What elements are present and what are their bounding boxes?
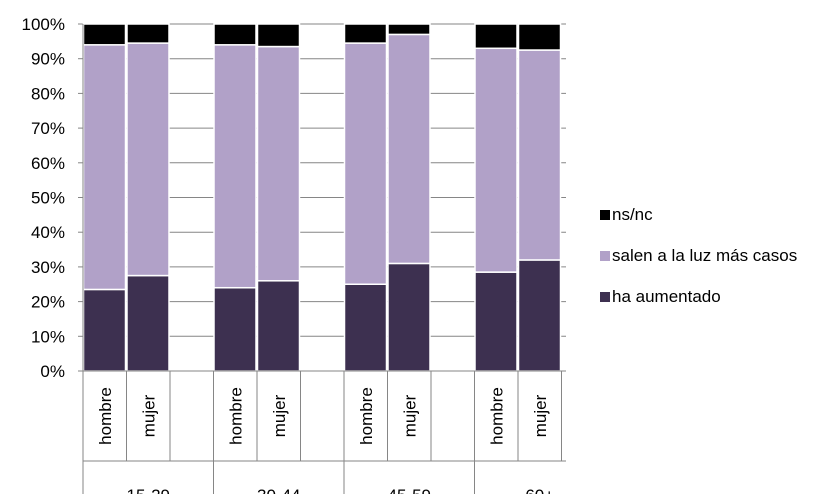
- bar-segment: [387, 33, 431, 265]
- x-category-label: hombre: [226, 387, 245, 445]
- x-category-label: mujer: [270, 394, 289, 437]
- bar-segment: [213, 286, 257, 372]
- y-tick-label: 30%: [31, 258, 65, 277]
- x-category-label: hombre: [487, 387, 506, 445]
- bar-segment: [474, 47, 518, 273]
- x-category-label: mujer: [139, 394, 158, 437]
- bar-segment: [126, 23, 170, 44]
- x-group-label: 60+: [525, 486, 554, 494]
- bar-segment: [474, 271, 518, 372]
- y-tick-label: 40%: [31, 223, 65, 242]
- bar-segment: [256, 45, 301, 282]
- y-tick-label: 70%: [31, 119, 65, 138]
- legend-label: ns/nc: [612, 205, 653, 224]
- bar-segment: [82, 288, 127, 372]
- legend-swatch: [600, 251, 610, 261]
- bar-segment: [126, 274, 170, 372]
- x-group-label: 15-29: [127, 486, 170, 494]
- bar-segment: [474, 23, 518, 50]
- x-group-label: 45-59: [388, 486, 431, 494]
- legend-label: salen a la luz más casos: [612, 246, 797, 265]
- y-tick-label: 80%: [31, 84, 65, 103]
- bar-segment: [343, 42, 388, 285]
- bar-segment: [387, 262, 431, 372]
- y-tick-label: 50%: [31, 189, 65, 208]
- y-tick-label: 60%: [31, 154, 65, 173]
- y-tick-label: 0%: [40, 362, 65, 381]
- bar-segment: [517, 259, 562, 372]
- legend-label: ha aumentado: [612, 287, 721, 306]
- x-category-label: hombre: [357, 387, 376, 445]
- y-tick-label: 20%: [31, 293, 65, 312]
- bar-segment: [82, 23, 127, 46]
- y-tick-label: 90%: [31, 50, 65, 69]
- bar-segment: [387, 23, 431, 36]
- bar-segment: [213, 44, 257, 289]
- bar-segment: [256, 280, 301, 372]
- bar-segment: [517, 23, 562, 51]
- bar-segment: [256, 23, 301, 48]
- x-category-label: mujer: [531, 394, 550, 437]
- x-category-label: hombre: [96, 387, 115, 445]
- bar-segment: [343, 23, 388, 44]
- bar-segment: [343, 283, 388, 372]
- legend-swatch: [600, 210, 610, 220]
- bar-segment: [213, 23, 257, 46]
- x-group-label: 30-44: [257, 486, 300, 494]
- y-tick-label: 10%: [31, 327, 65, 346]
- x-category-label: mujer: [400, 394, 419, 437]
- y-tick-label: 100%: [22, 15, 65, 34]
- legend-swatch: [600, 292, 610, 302]
- bar-segment: [517, 49, 562, 261]
- bar-segment: [126, 42, 170, 277]
- bar-segment: [82, 44, 127, 291]
